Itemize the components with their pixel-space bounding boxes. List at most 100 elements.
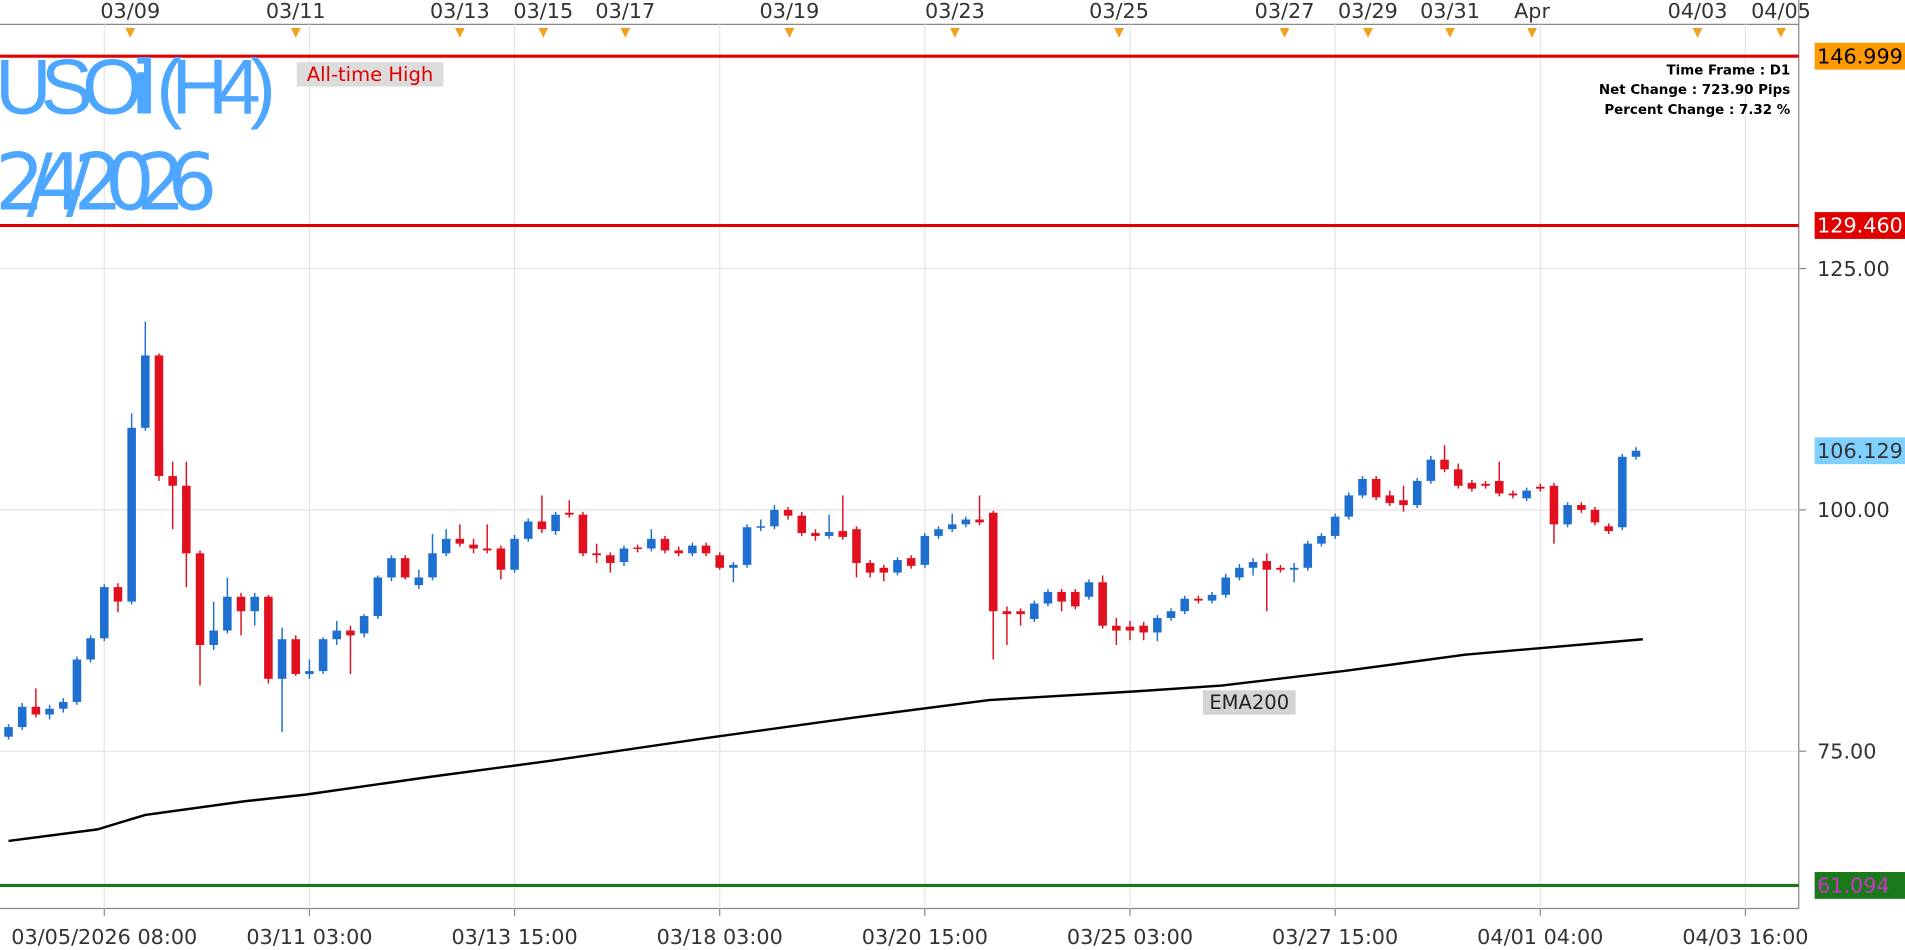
candle-body — [838, 531, 848, 537]
candle-body — [688, 545, 697, 554]
candle-body — [127, 427, 136, 602]
annotation-box — [296, 62, 444, 87]
y-tick-label: 100.00 — [1817, 498, 1890, 522]
event-marker — [538, 28, 549, 38]
info-line: Net Change : 723.90 Pips — [1599, 83, 1790, 98]
candle-body — [469, 544, 478, 549]
event-marker — [125, 28, 136, 38]
candle-body — [4, 727, 13, 737]
candle-body — [1317, 535, 1326, 544]
candle-body — [332, 630, 342, 640]
candle-body — [852, 529, 861, 563]
candle-body — [1153, 617, 1162, 633]
chart-title: USOil (H4) — [0, 42, 276, 130]
level-label: 61.094 — [1817, 874, 1890, 898]
candle-body — [1194, 598, 1203, 601]
candle-body — [1467, 482, 1477, 489]
candle-body — [920, 535, 930, 565]
candle-body — [865, 562, 875, 573]
candle-body — [86, 638, 95, 660]
candle-body — [660, 538, 670, 551]
event-marker — [1363, 28, 1373, 38]
level-label-box — [1814, 42, 1905, 70]
candle-body — [154, 355, 164, 477]
candle-body — [1453, 469, 1463, 486]
candle-body — [770, 509, 779, 527]
candle-body — [1235, 567, 1244, 578]
candle-body — [428, 553, 437, 578]
event-label: 03/11 — [266, 0, 326, 23]
candle-body — [1262, 561, 1272, 570]
candle-body — [195, 553, 205, 646]
event-marker — [1692, 28, 1703, 38]
event-marker — [784, 28, 795, 38]
candle-body — [1207, 594, 1217, 601]
candle-body — [1098, 582, 1107, 626]
x-tick-label: 03/11 03:00 — [246, 925, 372, 949]
marks — [0, 54, 1799, 887]
event-label: 03/19 — [760, 0, 820, 23]
candle-body — [961, 519, 971, 525]
x-tick-label: 03/18 03:00 — [657, 925, 783, 949]
candle-body — [647, 538, 656, 549]
candle-body — [729, 564, 738, 568]
candle-body — [537, 521, 547, 530]
candle-body — [223, 596, 232, 631]
candle-body — [1590, 509, 1600, 523]
candle-body — [168, 476, 177, 486]
x-tick-label: 03/25 03:00 — [1067, 925, 1193, 949]
event-label: 03/17 — [595, 0, 655, 23]
candle-body — [551, 514, 560, 532]
candle-body — [633, 547, 642, 549]
event-label: 04/03 — [1668, 0, 1728, 23]
candle-body — [824, 532, 834, 536]
candle-body — [72, 659, 82, 702]
candle-body — [45, 708, 54, 715]
candle-body — [934, 529, 943, 536]
candle-body — [947, 524, 957, 530]
candle-body — [58, 701, 68, 709]
event-label: 03/31 — [1420, 0, 1480, 23]
candle-body — [1002, 611, 1012, 615]
level-label-box — [1814, 872, 1905, 899]
candle-body — [482, 548, 492, 551]
candle-body — [496, 548, 506, 570]
candle-body — [1166, 611, 1176, 618]
event-label: 03/09 — [100, 0, 160, 23]
candle-body — [1358, 478, 1367, 496]
x-tick-label: 03/20 15:00 — [862, 925, 988, 949]
candle-body — [1385, 495, 1395, 504]
candle-body — [1481, 483, 1490, 486]
chart-subtitle: 2/4/2026 — [0, 138, 217, 228]
candle-body — [1221, 577, 1231, 595]
event-label: Apr — [1514, 0, 1550, 23]
x-tick-label: 03/05/2026 08:00 — [11, 925, 197, 949]
last-price-label: 106.129 — [1817, 439, 1903, 463]
candle-body — [797, 515, 807, 534]
last-price-box — [1814, 437, 1905, 465]
event-marker — [950, 28, 960, 38]
candle-body — [1029, 603, 1039, 619]
x-tick-label: 03/27 15:00 — [1272, 925, 1398, 949]
event-marker — [1114, 28, 1124, 38]
ema-label: EMA200 — [1209, 691, 1289, 714]
candle-body — [1549, 485, 1559, 525]
candle-body — [113, 587, 123, 602]
candle-body — [359, 616, 369, 634]
candle-body — [906, 558, 916, 566]
candle-body — [1303, 543, 1313, 568]
candle-body — [674, 550, 683, 554]
y-tick-label: 125.00 — [1817, 257, 1890, 281]
candle-body — [1043, 591, 1053, 604]
candle-body — [441, 538, 451, 554]
candle-body — [1125, 626, 1135, 631]
candle-body — [988, 512, 998, 612]
candle-body — [1112, 625, 1121, 631]
event-label: 03/23 — [925, 0, 985, 23]
info-line: Time Frame : D1 — [1666, 64, 1790, 79]
candle-body — [1522, 490, 1531, 499]
candle-body — [1440, 459, 1449, 470]
candle-body — [756, 526, 766, 528]
